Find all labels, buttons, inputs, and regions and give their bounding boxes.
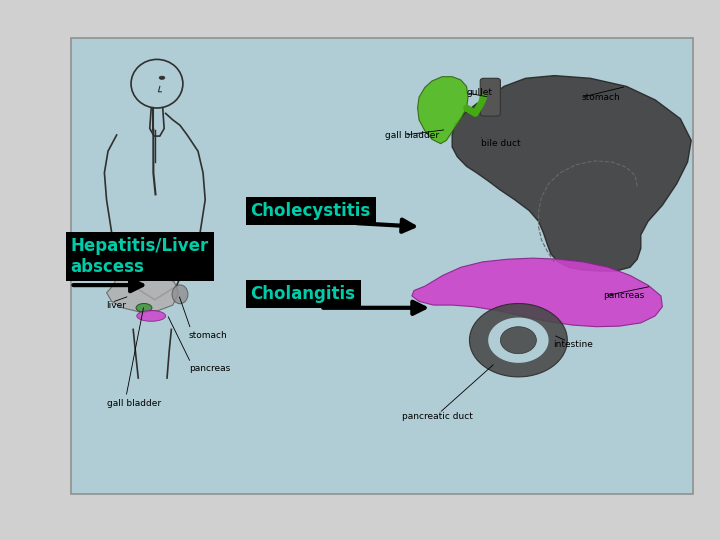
Text: Cholecystitis: Cholecystitis — [251, 201, 371, 220]
Text: gall bladder: gall bladder — [385, 131, 439, 139]
Text: stomach: stomach — [582, 93, 621, 102]
Polygon shape — [469, 303, 567, 377]
Text: liver: liver — [107, 301, 127, 310]
Text: Hepatitis/Liver
abscess: Hepatitis/Liver abscess — [71, 237, 209, 276]
Polygon shape — [452, 76, 691, 271]
Ellipse shape — [172, 285, 188, 303]
Polygon shape — [500, 327, 536, 354]
Text: Cholangitis: Cholangitis — [251, 285, 356, 303]
Text: pancreatic duct: pancreatic duct — [402, 413, 472, 421]
Polygon shape — [418, 77, 468, 144]
FancyBboxPatch shape — [71, 38, 693, 494]
FancyBboxPatch shape — [480, 78, 500, 116]
Text: pancreas: pancreas — [189, 364, 230, 373]
Ellipse shape — [159, 76, 165, 79]
Ellipse shape — [137, 310, 166, 321]
Text: gall bladder: gall bladder — [107, 400, 161, 408]
Polygon shape — [107, 271, 179, 312]
Polygon shape — [488, 318, 549, 363]
Text: pancreas: pancreas — [603, 292, 644, 300]
Text: stomach: stomach — [189, 332, 228, 340]
Text: intestine: intestine — [553, 340, 593, 349]
Ellipse shape — [136, 303, 152, 312]
Text: gullet: gullet — [467, 89, 492, 97]
Text: bile duct: bile duct — [481, 139, 521, 147]
Polygon shape — [412, 258, 662, 327]
